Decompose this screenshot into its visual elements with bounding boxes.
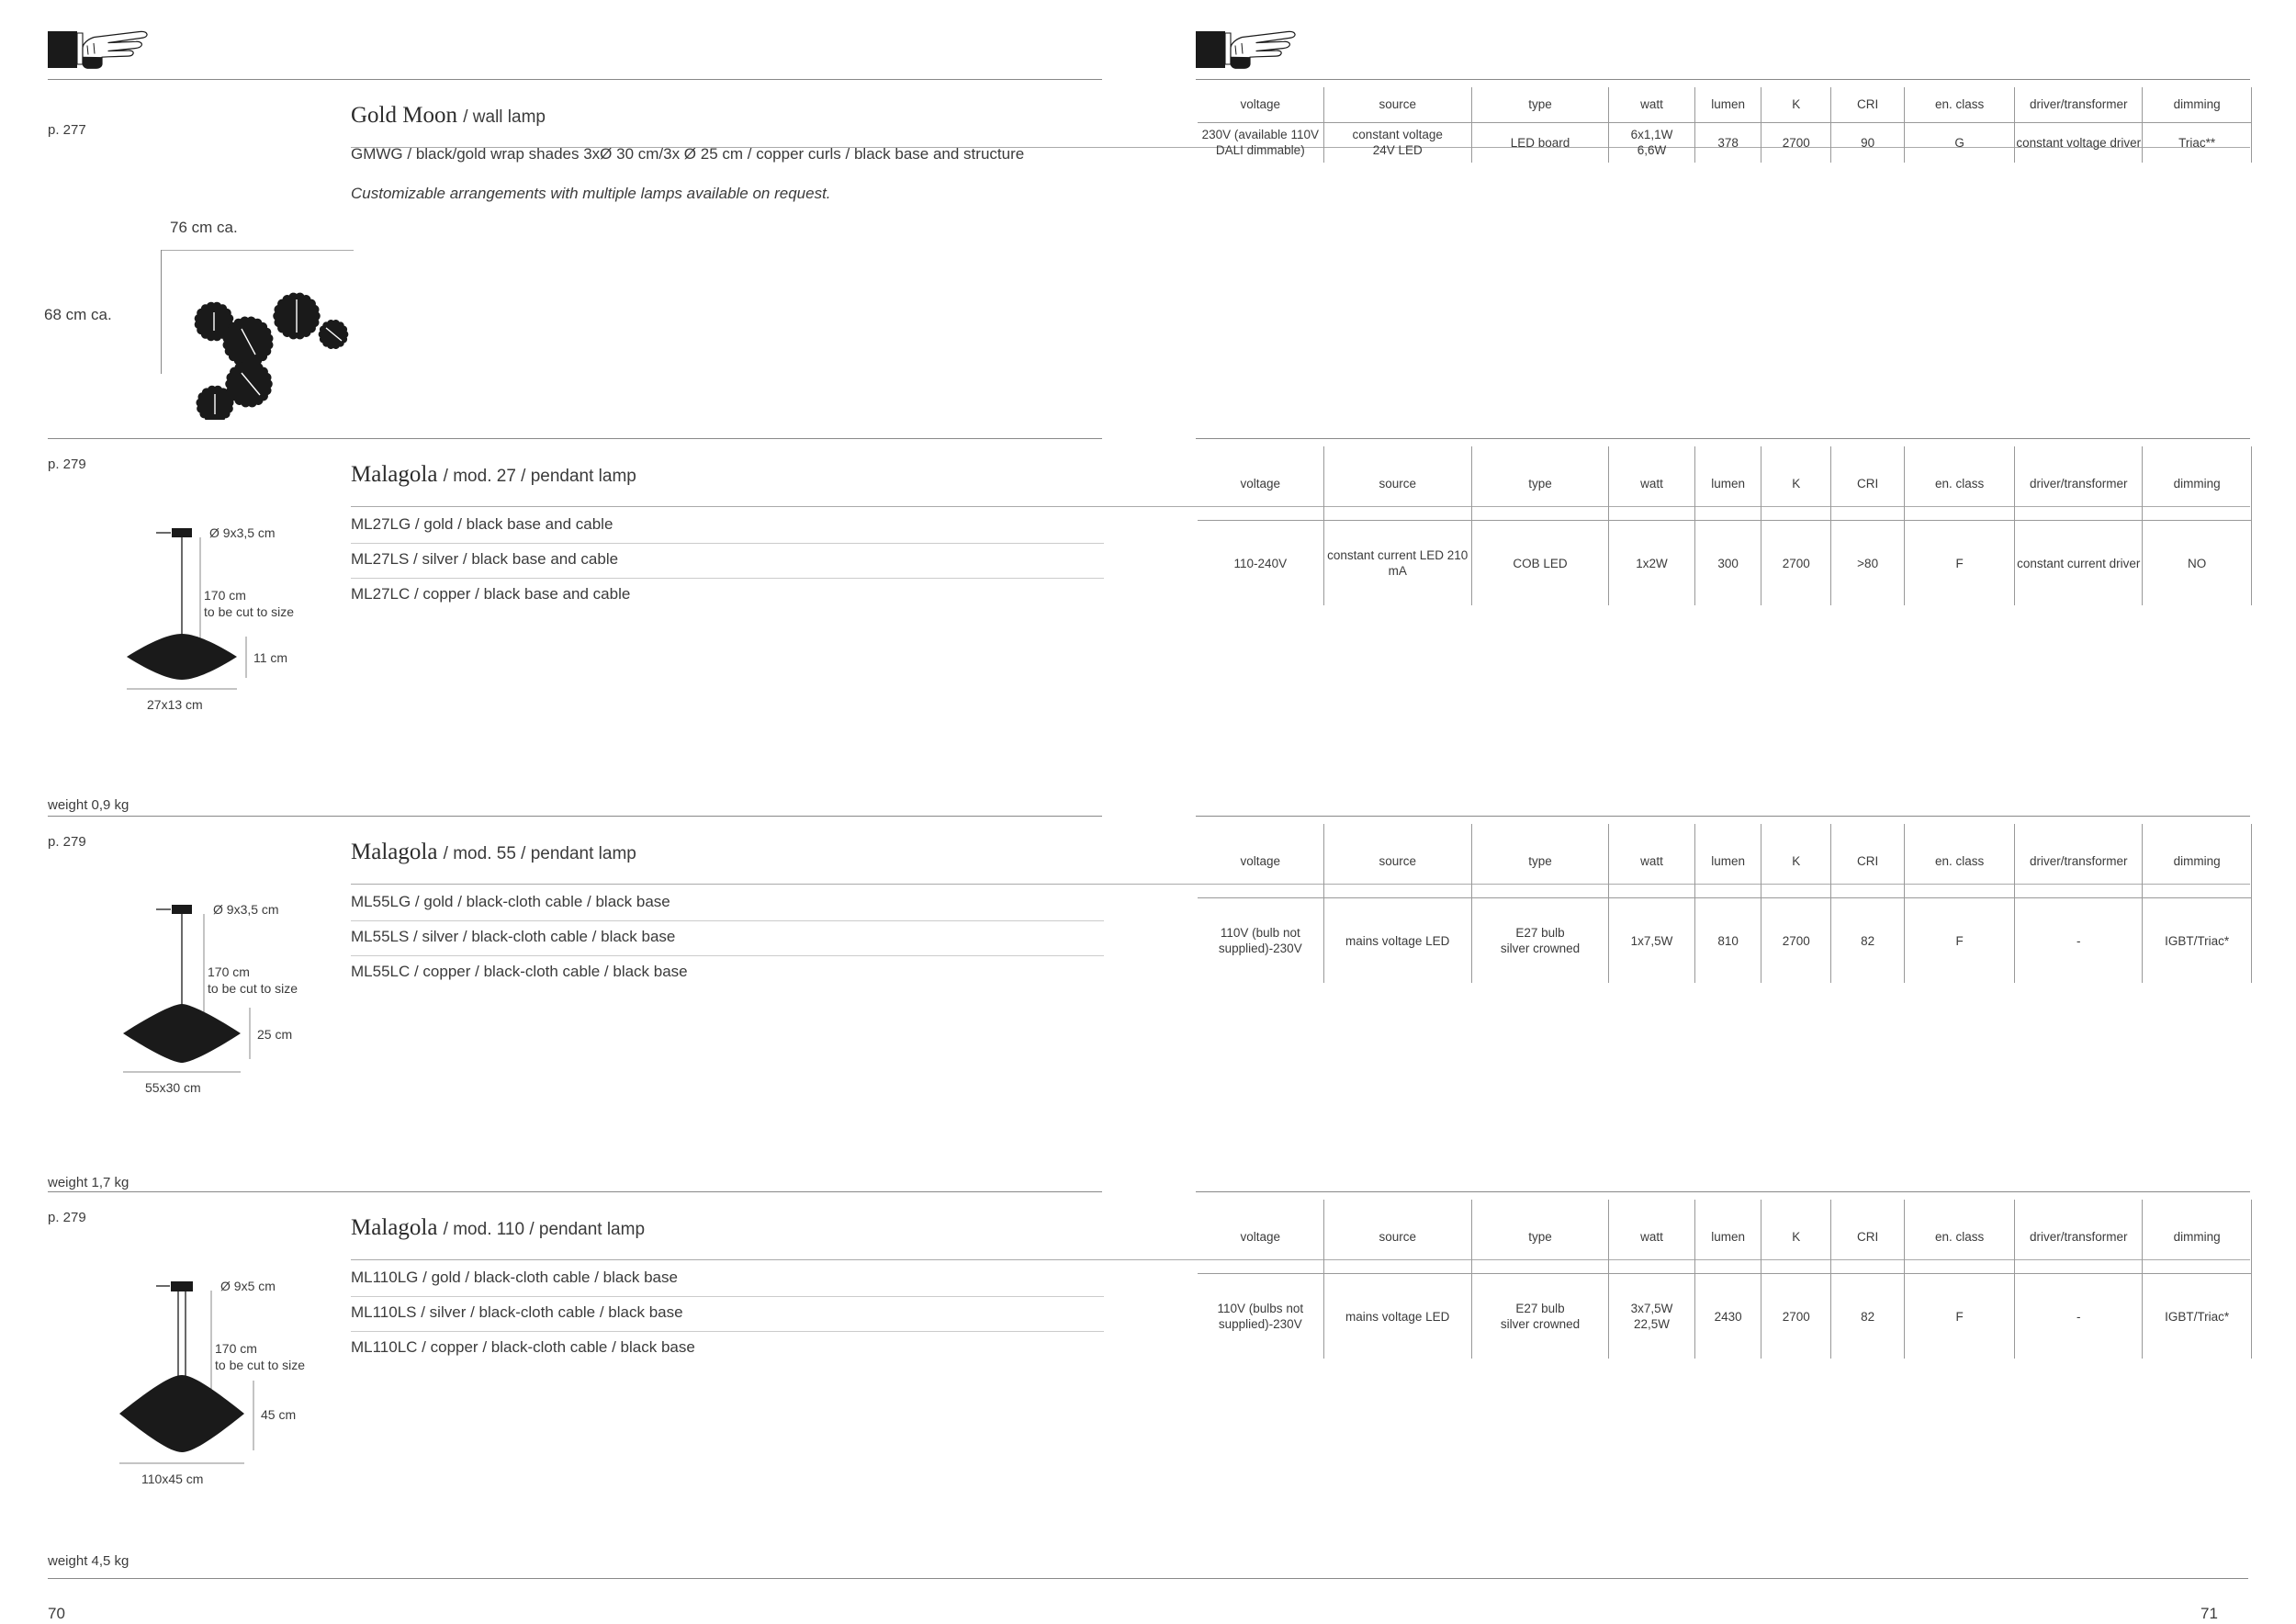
svg-text:55x30 cm: 55x30 cm xyxy=(145,1080,201,1095)
svg-text:170 cm: 170 cm xyxy=(204,588,246,603)
svg-text:110x45 cm: 110x45 cm xyxy=(141,1472,203,1486)
svg-text:to be cut to size: to be cut to size xyxy=(208,981,298,996)
svg-text:to be cut to size: to be cut to size xyxy=(215,1358,305,1372)
svg-text:170 cm: 170 cm xyxy=(208,964,250,979)
svg-text:to be cut to size: to be cut to size xyxy=(204,604,294,619)
svg-text:Ø 9x3,5 cm: Ø 9x3,5 cm xyxy=(213,902,279,917)
svg-text:170 cm: 170 cm xyxy=(215,1341,257,1356)
svg-text:Ø 9x3,5 cm: Ø 9x3,5 cm xyxy=(209,525,276,540)
svg-text:25 cm: 25 cm xyxy=(257,1027,292,1042)
svg-text:45 cm: 45 cm xyxy=(261,1407,296,1422)
svg-text:27x13 cm: 27x13 cm xyxy=(147,697,203,712)
svg-text:11 cm: 11 cm xyxy=(253,650,287,665)
svg-text:Ø 9x5 cm: Ø 9x5 cm xyxy=(220,1279,276,1293)
